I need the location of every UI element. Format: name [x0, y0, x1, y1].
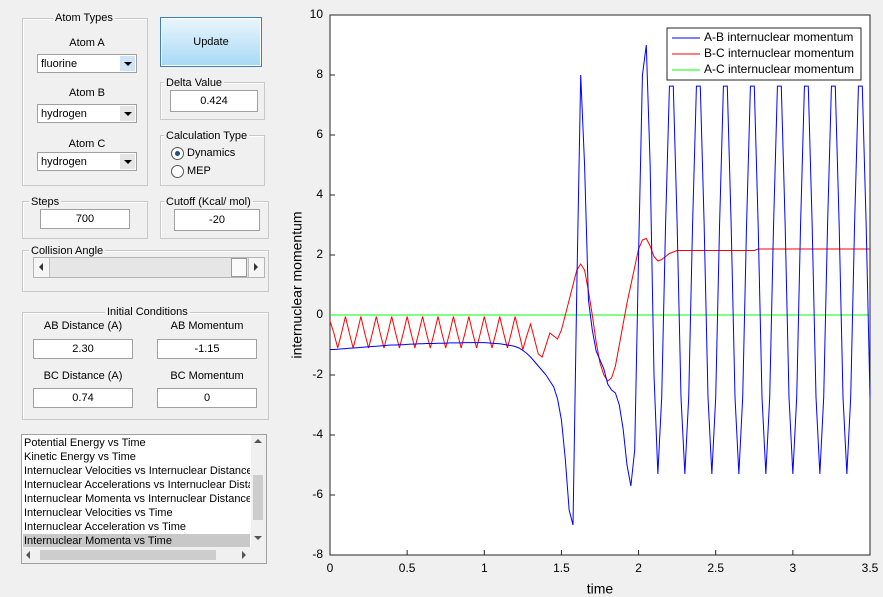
x-tick-label: 0.5 [399, 561, 416, 575]
scroll-right-arrow[interactable] [242, 551, 246, 559]
label: Atom A [69, 37, 105, 49]
calculation-type-group [160, 135, 265, 186]
plot-area [330, 15, 870, 555]
group-title: Steps [29, 196, 62, 208]
label: Atom B [68, 87, 106, 99]
select-value: hydrogen [41, 156, 87, 168]
y-tick-label: -8 [312, 547, 323, 561]
label: BC Momentum [170, 370, 244, 382]
select-value: hydrogen [41, 108, 87, 120]
scroll-thumb[interactable] [253, 475, 263, 520]
label: AB Distance (A) [43, 320, 123, 332]
label: Atom C [68, 138, 106, 150]
list-item[interactable]: Internuclear Momenta vs Time [23, 534, 250, 548]
list-item[interactable]: Internuclear Velocities vs Time [24, 507, 173, 519]
slider-thumb[interactable] [231, 258, 247, 277]
steps-input[interactable]: 700 [40, 209, 130, 229]
y-tick-label: -2 [312, 367, 323, 381]
plot-listbox[interactable]: Internuclear Momenta vs Time Internuclear… [21, 434, 267, 564]
ab-momentum-input[interactable]: -1.15 [157, 339, 257, 359]
list-item[interactable]: Internuclear Velocities vs Internuclear … [24, 465, 250, 477]
y-tick-label: -6 [312, 487, 323, 501]
collision-angle-slider[interactable] [33, 257, 265, 278]
steps-group [22, 201, 148, 239]
scroll-left-arrow[interactable] [26, 551, 30, 559]
axes-box [329, 14, 871, 556]
radio-dynamics[interactable] [171, 147, 184, 160]
legend-label: A-B internuclear momentum [704, 30, 853, 44]
select-value: fluorine [41, 58, 78, 70]
label: AB Momentum [170, 320, 244, 332]
update-button[interactable]: Update [160, 17, 262, 67]
x-tick-label: 3 [790, 561, 797, 575]
x-tick-label: 3.5 [862, 561, 879, 575]
delta-value-input[interactable]: 0.424 [170, 90, 258, 112]
y-tick-label: 0 [316, 307, 323, 321]
dropdown-arrow [120, 56, 135, 71]
horizontal-scrollbar[interactable] [22, 547, 266, 563]
bc-distance-input[interactable]: 0.74 [33, 388, 133, 408]
arrow-glyph [254, 263, 258, 271]
atom-a-select[interactable]: fluorine [37, 54, 137, 73]
group-title: Cutoff (Kcal/ mol) [164, 196, 253, 208]
collision-angle-group [22, 250, 269, 292]
vertical-scrollbar[interactable] [251, 435, 266, 547]
cutoff-input[interactable]: -20 [174, 209, 260, 231]
group-title: Initial Conditions [105, 306, 190, 318]
y-tick-label: -4 [312, 427, 323, 441]
list-item[interactable]: Internuclear Accelerations vs Internucle… [24, 479, 250, 491]
list-item[interactable]: Internuclear Acceleration vs Time [24, 521, 187, 533]
dropdown-arrow [120, 106, 135, 121]
scroll-up-arrow[interactable] [254, 439, 262, 443]
y-tick-label: 2 [316, 247, 323, 261]
label: BC Distance (A) [43, 370, 123, 382]
series-line [330, 44, 871, 526]
group-title: Delta Value [164, 77, 225, 89]
ab-distance-input[interactable]: 2.30 [33, 339, 133, 359]
radio-label: MEP [187, 165, 211, 177]
group-title: Atom Types [53, 12, 115, 24]
bc-momentum-input[interactable]: 0 [157, 388, 257, 408]
series-line [329, 237, 870, 382]
y-tick-label: 8 [316, 67, 323, 81]
list-item[interactable]: Kinetic Energy vs Time [24, 451, 136, 463]
y-tick-label: 6 [316, 127, 323, 141]
list-item[interactable]: Potential Energy vs Time [24, 437, 146, 449]
y-tick-label: 10 [310, 7, 324, 21]
y-axis-label: internuclear momentum [289, 211, 305, 358]
list-item[interactable]: Internuclear Momenta vs Internuclear Dis… [24, 493, 250, 505]
arrow-glyph [39, 263, 43, 271]
x-tick-label: 1 [481, 561, 488, 575]
radio-mep[interactable] [171, 165, 184, 178]
scroll-down-arrow[interactable] [254, 536, 262, 540]
x-tick-label: 1.5 [553, 561, 570, 575]
x-tick-label: 2.5 [707, 561, 724, 575]
atom-b-select[interactable]: hydrogen [37, 104, 137, 123]
x-axis-label: time [587, 581, 614, 597]
scroll-thumb[interactable] [40, 550, 216, 560]
legend-label: B-C internuclear momentum [704, 46, 854, 60]
radio-label: Dynamics [187, 147, 236, 159]
group-title: Collision Angle [29, 245, 106, 257]
group-title: Calculation Type [164, 130, 250, 142]
x-tick-label: 2 [635, 561, 642, 575]
legend-label: A-C internuclear momentum [704, 62, 854, 76]
y-tick-label: 4 [316, 187, 323, 201]
dropdown-arrow [120, 154, 135, 169]
x-tick-label: 0 [327, 561, 334, 575]
atom-c-select[interactable]: hydrogen [37, 152, 137, 171]
